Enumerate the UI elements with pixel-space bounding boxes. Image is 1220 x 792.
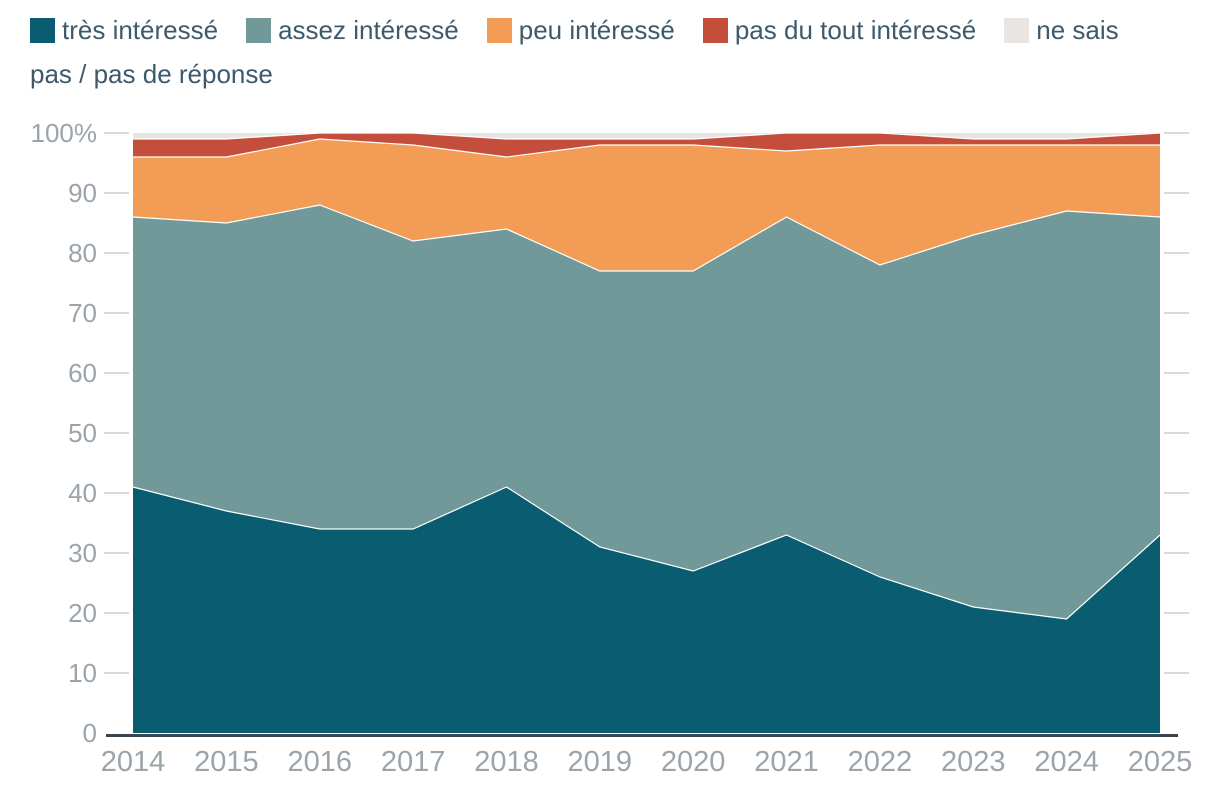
- y-axis-label-80: 80: [68, 238, 97, 268]
- x-axis-label-2015: 2015: [194, 746, 259, 778]
- legend-label-assez-interesse: assez intéressé: [278, 15, 459, 45]
- y-axis-label-0: 0: [82, 718, 97, 748]
- legend-swatch-peu-interesse: [486, 18, 512, 43]
- legend-swatch-ne-sais-pas: [1004, 18, 1030, 43]
- x-axis-label-2019: 2019: [567, 746, 633, 778]
- y-tick-left: [104, 192, 129, 194]
- x-axis-label-2016: 2016: [287, 746, 352, 778]
- y-tick-right: [1164, 612, 1189, 614]
- x-axis-label-2022: 2022: [847, 746, 913, 778]
- area-peu-intéressé: [133, 139, 1160, 271]
- x-axis-label-2025: 2025: [1127, 746, 1193, 778]
- y-tick-right: [1164, 672, 1189, 674]
- band-separator: [132, 486, 1161, 620]
- y-tick-left: [104, 312, 129, 314]
- y-tick-right: [1164, 132, 1189, 134]
- legend-item-pas-du-tout-interesse: pas du tout intéressé: [702, 15, 977, 45]
- band-separator: [133, 132, 1161, 140]
- y-tick-right: [1164, 252, 1189, 254]
- band-separator: [133, 138, 1160, 158]
- y-tick-left: [104, 132, 129, 134]
- legend-item-assez-interesse: assez intéressé: [246, 15, 459, 45]
- x-axis-label-2020: 2020: [660, 746, 726, 778]
- legend-item-peu-interesse: peu intéressé: [486, 15, 675, 45]
- legend-label-peu-interesse: peu intéressé: [518, 15, 675, 45]
- y-tick-right: [1164, 192, 1189, 194]
- legend-label-tres-interesse: très intéressé: [62, 15, 219, 45]
- x-axis-line: [106, 734, 1178, 737]
- y-axis-label-20: 20: [68, 598, 97, 628]
- y-tick-left: [104, 612, 129, 614]
- y-tick-left: [104, 252, 129, 254]
- x-axis-label-2017: 2017: [380, 746, 446, 778]
- y-tick-right: [1164, 552, 1189, 554]
- area-très-intéressé: [133, 487, 1160, 733]
- y-tick-right: [1164, 312, 1189, 314]
- x-axis-label-2024: 2024: [1034, 746, 1099, 778]
- legend-item-tres-interesse: très intéressé: [30, 15, 218, 45]
- legend-item-ne-sais-pas: ne sais pas / pas de réponse: [30, 15, 1119, 89]
- band-separator: [132, 204, 1161, 272]
- y-axis-label-100: 100%: [30, 118, 98, 148]
- chart-legend: très intéressé assez intéressé peu intéres…: [30, 8, 1145, 96]
- y-tick-right: [1164, 492, 1189, 494]
- y-axis-label-40: 40: [68, 478, 97, 508]
- x-axis-label-2018: 2018: [474, 746, 539, 778]
- y-axis-label-70: 70: [68, 298, 97, 328]
- y-tick-left: [104, 432, 129, 434]
- area-assez-intéressé: [133, 205, 1160, 619]
- y-axis-label-60: 60: [68, 358, 97, 388]
- legend-swatch-tres-interesse: [30, 18, 55, 43]
- y-tick-left: [104, 372, 129, 374]
- y-tick-right: [1164, 432, 1189, 434]
- legend-label-pas-du-tout-interesse: pas du tout intéressé: [734, 15, 977, 45]
- legend-swatch-pas-du-tout-interesse: [702, 18, 728, 43]
- y-tick-left: [104, 552, 129, 554]
- legend-label-ne-sais-pas: ne sais pas / pas de réponse: [30, 15, 1119, 89]
- y-axis-label-50: 50: [68, 418, 97, 448]
- x-axis-label-2021: 2021: [754, 746, 819, 778]
- y-axis-label-30: 30: [68, 538, 97, 568]
- y-axis-label-90: 90: [68, 178, 97, 208]
- y-tick-left: [104, 672, 129, 674]
- y-tick-left: [104, 492, 129, 494]
- y-axis-label-10: 10: [68, 658, 97, 688]
- legend-swatch-assez-interesse: [246, 18, 272, 43]
- x-axis-label-2023: 2023: [941, 746, 1006, 778]
- area-ne-sais-pas-pas-de-réponse: [133, 133, 1160, 139]
- y-tick-right: [1164, 372, 1189, 374]
- x-axis-label-2014: 2014: [100, 746, 166, 778]
